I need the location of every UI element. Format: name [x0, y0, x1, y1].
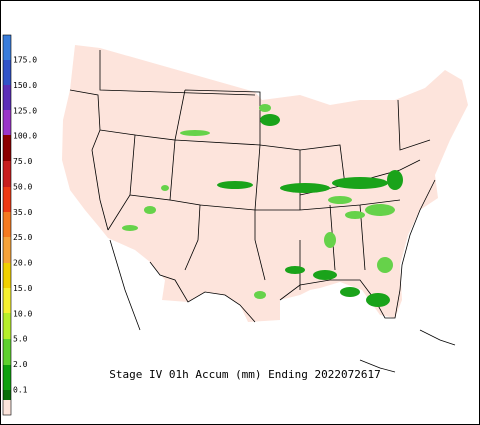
legend-label: 100.0: [13, 132, 37, 141]
legend-label: 0.1: [13, 386, 28, 395]
legend-label: 150.0: [13, 81, 37, 90]
legend-label: 2.0: [13, 360, 28, 369]
legend-label: 75.0: [13, 157, 32, 166]
map-title: Stage IV 01h Accum (mm) Ending 202207261…: [109, 368, 381, 381]
legend-label: 35.0: [13, 208, 32, 217]
coverage: [62, 45, 468, 322]
precipitation: [122, 104, 403, 307]
legend-label: 125.0: [13, 106, 37, 115]
legend-label: 5.0: [13, 335, 28, 344]
legend-label: 10.0: [13, 309, 32, 318]
color-bar: [2, 34, 12, 416]
legend-label: 20.0: [13, 259, 32, 268]
legend-label: 175.0: [13, 56, 37, 65]
map: [62, 45, 468, 373]
legend-label: 25.0: [13, 233, 32, 242]
legend-label: 50.0: [13, 182, 32, 191]
legend-label: 15.0: [13, 284, 32, 293]
